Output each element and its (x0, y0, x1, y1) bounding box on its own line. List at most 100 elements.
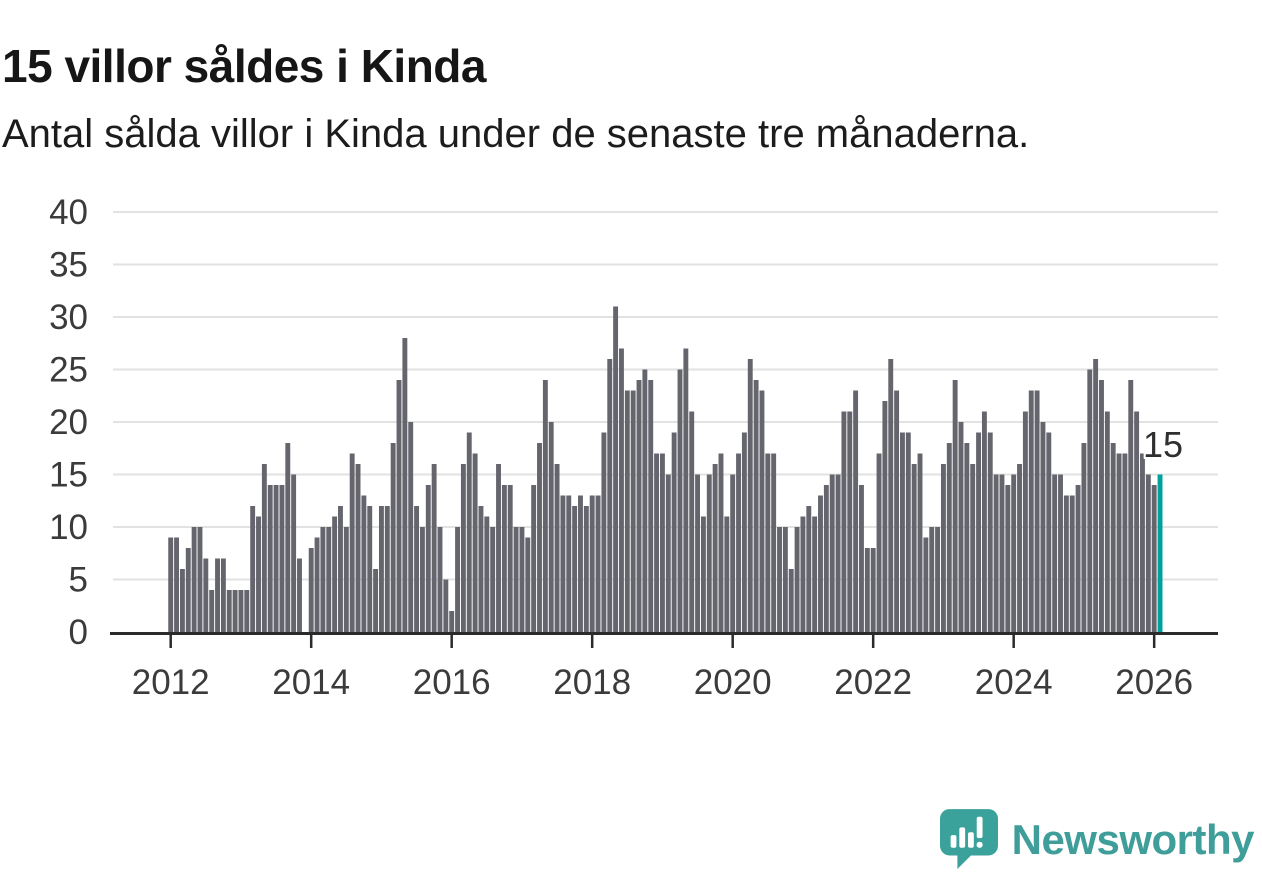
bar (812, 516, 818, 632)
bar (1034, 390, 1040, 632)
bar (478, 506, 484, 632)
bar (1145, 474, 1151, 632)
bar (1151, 485, 1157, 632)
bar (572, 506, 578, 632)
y-tick-label: 30 (49, 298, 88, 337)
bar (373, 569, 379, 632)
bar (1052, 474, 1058, 632)
bar (525, 537, 531, 632)
bar (905, 432, 911, 632)
bar (619, 348, 624, 632)
bar (1075, 485, 1081, 632)
bar (390, 443, 396, 632)
bar (1005, 485, 1011, 632)
bar (244, 590, 250, 632)
bar (630, 390, 636, 632)
bar (384, 506, 390, 632)
bar (876, 453, 882, 632)
bar (671, 432, 677, 632)
bar (806, 506, 812, 632)
bar (759, 390, 765, 632)
bar (736, 453, 741, 632)
bar (782, 527, 788, 632)
bar (999, 474, 1005, 632)
bar (607, 359, 613, 632)
bar (338, 506, 343, 632)
bar (870, 548, 876, 632)
bar (993, 474, 999, 632)
y-tick-label: 25 (49, 351, 88, 390)
bar (425, 485, 431, 632)
bar (355, 464, 361, 632)
bar (297, 558, 302, 632)
y-tick-label: 10 (49, 508, 88, 547)
bar (859, 485, 864, 632)
bar (1093, 359, 1099, 632)
bar (940, 464, 946, 632)
bar (1017, 464, 1022, 632)
bar (419, 527, 425, 632)
bar (853, 390, 859, 632)
bar (935, 527, 941, 632)
x-tick-label: 2018 (553, 663, 631, 702)
bar (864, 548, 870, 632)
bar (361, 495, 367, 632)
bar (226, 590, 232, 632)
bar (513, 527, 519, 632)
bar (484, 516, 490, 632)
bar (197, 527, 203, 632)
bar (1046, 432, 1052, 632)
bar (1063, 495, 1069, 632)
bar (232, 590, 238, 632)
y-tick-label: 5 (69, 561, 88, 600)
newsworthy-logo: Newsworthy (939, 809, 1255, 871)
bar (970, 464, 976, 632)
bar (460, 464, 466, 632)
bar (519, 527, 525, 632)
newsworthy-wordmark: Newsworthy (1011, 816, 1255, 863)
bar (560, 495, 566, 632)
bar (326, 527, 332, 632)
bar (168, 537, 174, 632)
y-tick-label: 20 (49, 403, 88, 442)
bar (724, 516, 730, 632)
bar (654, 453, 660, 632)
bar (238, 590, 244, 632)
bar (946, 443, 952, 632)
bar (712, 464, 718, 632)
bar (1099, 380, 1104, 632)
x-tick-label: 2012 (132, 663, 210, 702)
bar (542, 380, 548, 632)
bar (765, 453, 771, 632)
bar (314, 537, 320, 632)
bar (267, 485, 273, 632)
bar (273, 485, 279, 632)
bar (490, 527, 496, 632)
y-axis-tick-labels: 0 5 10 15 20 25 30 35 40 (49, 193, 88, 652)
x-tick-label: 2016 (413, 663, 491, 702)
bar (185, 548, 191, 632)
bar (431, 464, 437, 632)
bar (1022, 411, 1028, 632)
highlight-bar (1157, 474, 1163, 632)
bar (332, 516, 338, 632)
bar (449, 611, 455, 632)
bar (343, 527, 349, 632)
x-tick-label: 2024 (975, 663, 1053, 702)
bar (683, 348, 689, 632)
bar (566, 495, 572, 632)
bar (718, 453, 724, 632)
bar (583, 506, 589, 632)
bar (1058, 474, 1063, 632)
bar (730, 474, 736, 632)
bar (378, 506, 384, 632)
bar (554, 464, 560, 632)
bar (659, 453, 665, 632)
bar (367, 506, 373, 632)
bar (209, 590, 215, 632)
bar (677, 369, 683, 632)
bar (443, 579, 449, 632)
bar (894, 390, 900, 632)
bar (414, 506, 420, 632)
bar (642, 369, 648, 632)
